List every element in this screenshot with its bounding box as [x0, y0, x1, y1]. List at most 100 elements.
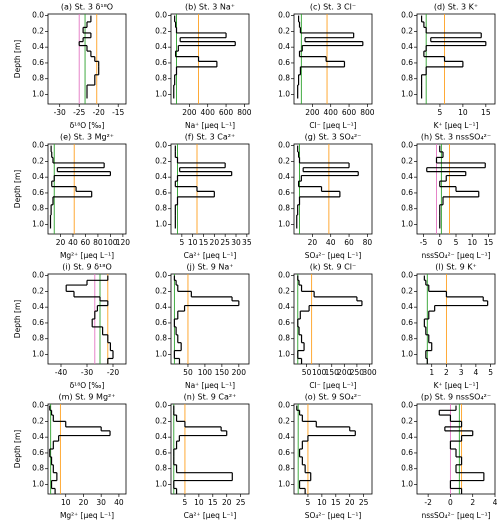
y-tick-label: 0.2	[32, 26, 44, 35]
y-tick-label: 0.2	[401, 156, 413, 165]
x-tick-label: 4	[473, 368, 478, 377]
y-tick-label: 0.6	[401, 448, 413, 457]
y-tick-label: 0.6	[278, 318, 290, 327]
y-tick-label: 0.0	[401, 271, 413, 280]
plot-frame	[293, 143, 373, 235]
panel-title: (i) St. 9 δ¹⁸O	[62, 263, 112, 272]
x-tick-label: 15	[331, 498, 341, 507]
y-tick-label: 0.4	[278, 432, 290, 441]
x-tick-label: 10	[61, 498, 71, 507]
panel-title: (o) St. 9 SO₄²⁻	[305, 393, 362, 402]
y-tick-label: 0.4	[278, 302, 290, 311]
y-axis-label: Depth [m]	[13, 430, 22, 468]
y-tick-label: 0.8	[32, 204, 44, 213]
x-tick-label: 80	[363, 238, 373, 247]
y-tick-label: 1.0	[32, 220, 44, 229]
y-tick-label: 0.4	[155, 42, 167, 51]
panel-title: (n) St. 9 Ca²⁺	[184, 393, 237, 402]
y-tick-label: 1.0	[401, 220, 413, 229]
panel-title: (d) St. 3 K⁺	[434, 3, 478, 12]
y-tick-label: 0.0	[401, 11, 413, 20]
x-tick-label: 300	[362, 368, 377, 377]
y-tick-label: 0.4	[32, 432, 44, 441]
x-tick-label: -15	[112, 108, 124, 117]
x-tick-label: 800	[237, 108, 252, 117]
x-tick-label: 60	[344, 238, 354, 247]
y-tick-label: 0.0	[401, 401, 413, 410]
x-tick-label: 5	[306, 498, 311, 507]
y-tick-label: 1.0	[278, 480, 290, 489]
y-tick-label: 0.2	[278, 156, 290, 165]
y-tick-label: 0.0	[401, 141, 413, 150]
x-axis-label: Mg²⁺ [μeq L⁻¹]	[60, 511, 114, 520]
x-axis-label: Na⁺ [μeq L⁻¹]	[185, 381, 235, 390]
y-tick-label: 0.4	[155, 172, 167, 181]
y-tick-label: 1.0	[155, 480, 167, 489]
y-tick-label: 0.8	[155, 204, 167, 213]
panel-title: (b) St. 3 Na⁺	[185, 3, 235, 12]
y-tick-label: 0.8	[278, 464, 290, 473]
x-axis-label: Cl⁻ [μeq L⁻¹]	[309, 381, 356, 390]
y-tick-label: 0.4	[401, 172, 413, 181]
panel-title: (p) St. 9 nssSO₄²⁻	[421, 393, 491, 402]
y-tick-label: 1.0	[155, 220, 167, 229]
panel-title: (e) St. 3 Mg²⁺	[60, 133, 114, 142]
x-tick-label: -25	[73, 108, 85, 117]
y-tick-label: 0.8	[155, 464, 167, 473]
panel-title: (k) St. 9 Cl⁻	[310, 263, 356, 272]
x-tick-label: 10	[194, 498, 204, 507]
x-tick-label: 15	[481, 108, 491, 117]
x-tick-label: -20	[107, 368, 119, 377]
y-tick-label: 0.8	[32, 74, 44, 83]
y-tick-label: 0.6	[401, 188, 413, 197]
x-tick-label: 150	[215, 368, 230, 377]
x-tick-label: 200	[182, 108, 197, 117]
x-tick-label: 5	[183, 498, 188, 507]
panel-title: (a) St. 3 δ¹⁸O	[61, 3, 113, 12]
y-tick-label: 0.4	[401, 42, 413, 51]
y-axis-label: Depth [m]	[13, 170, 22, 208]
x-tick-label: 0	[448, 498, 453, 507]
y-tick-label: 0.6	[155, 318, 167, 327]
x-tick-label: -30	[81, 368, 93, 377]
x-tick-label: 100	[312, 368, 327, 377]
x-axis-label: SO₄²⁻ [μeq L⁻¹]	[305, 511, 362, 520]
x-tick-label: -2	[424, 498, 432, 507]
x-tick-label: 20	[222, 498, 232, 507]
x-tick-label: 15	[199, 238, 209, 247]
x-tick-label: 30	[231, 238, 241, 247]
x-tick-label: -5	[420, 238, 428, 247]
y-tick-label: 1.0	[278, 90, 290, 99]
y-tick-label: 0.6	[278, 188, 290, 197]
x-axis-label: nssSO₄²⁻ [μeq L⁻¹]	[421, 511, 490, 520]
x-axis-label: Na⁺ [μeq L⁻¹]	[185, 121, 235, 130]
y-tick-label: 0.8	[278, 204, 290, 213]
y-tick-label: 0.2	[155, 416, 167, 425]
x-tick-label: 100	[103, 238, 118, 247]
y-tick-label: 1.0	[401, 350, 413, 359]
plot-frame	[416, 13, 496, 105]
x-axis-label: δ¹⁸O [‰]	[70, 381, 105, 390]
y-tick-label: 0.8	[401, 334, 413, 343]
x-tick-label: 2	[470, 498, 475, 507]
x-tick-label: 100	[198, 368, 213, 377]
panel-title: (c) St. 3 Cl⁻	[310, 3, 356, 12]
x-tick-label: -30	[54, 108, 66, 117]
x-axis-label: Ca²⁺ [μeq L⁻¹]	[184, 511, 237, 520]
x-tick-label: 10	[458, 108, 468, 117]
panel-title: (l) St. 9 K⁺	[435, 263, 476, 272]
y-tick-label: 0.6	[32, 58, 44, 67]
x-tick-label: 150	[325, 368, 340, 377]
y-tick-label: 0.0	[155, 271, 167, 280]
y-tick-label: 1.0	[155, 90, 167, 99]
x-tick-label: 1	[429, 368, 434, 377]
y-tick-label: 0.2	[32, 416, 44, 425]
y-tick-label: 0.2	[155, 286, 167, 295]
x-tick-label: 120	[116, 238, 131, 247]
x-tick-label: 600	[342, 108, 357, 117]
y-tick-label: 0.4	[278, 42, 290, 51]
x-tick-label: 50	[302, 368, 312, 377]
x-tick-label: 40	[326, 238, 336, 247]
y-tick-label: 0.6	[278, 448, 290, 457]
x-axis-label: K⁺ [μeq L⁻¹]	[434, 381, 479, 390]
